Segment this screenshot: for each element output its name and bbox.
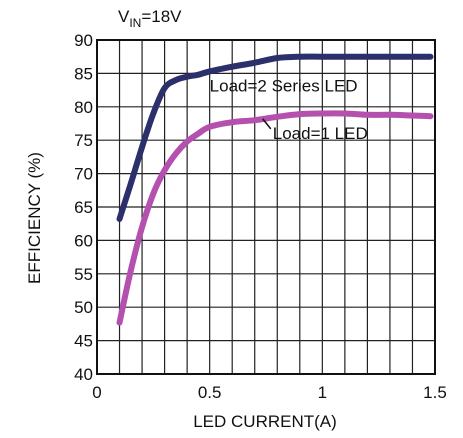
annotations: Load=2 Series LED Load=1 LED bbox=[210, 76, 368, 142]
annotation-label-one-led: Load=1 LED bbox=[273, 124, 368, 143]
y-tick-label: 85 bbox=[74, 64, 93, 83]
y-axis-title: EFFICIENCY (%) bbox=[25, 152, 44, 284]
y-tick-label: 60 bbox=[74, 231, 93, 250]
x-tick-label: 0.5 bbox=[198, 383, 222, 402]
y-tick-label: 50 bbox=[74, 298, 93, 317]
y-tick-label: 45 bbox=[74, 332, 93, 351]
series-line-one-led bbox=[120, 113, 431, 322]
y-tick-label: 70 bbox=[74, 165, 93, 184]
y-tick-label: 65 bbox=[74, 198, 93, 217]
y-tick-label: 75 bbox=[74, 131, 93, 150]
y-tick-label: 80 bbox=[74, 98, 93, 117]
annotation-label-two-series-led: Load=2 Series LED bbox=[210, 76, 358, 95]
chart-title: VIN=18V bbox=[118, 7, 182, 30]
y-tick-label: 55 bbox=[74, 265, 93, 284]
x-tick-label: 0 bbox=[92, 383, 101, 402]
chart-title-rest: =18V bbox=[141, 7, 182, 26]
series-layer bbox=[120, 57, 431, 323]
x-axis-title: LED CURRENT(A) bbox=[193, 412, 337, 431]
chart-title-sub: IN bbox=[129, 16, 141, 30]
y-tick-label: 40 bbox=[74, 365, 93, 384]
y-tick-label: 90 bbox=[74, 31, 93, 50]
chart-title-main: V bbox=[118, 7, 130, 26]
x-tick-label: 1.5 bbox=[423, 383, 447, 402]
x-tick-label: 1 bbox=[318, 383, 327, 402]
